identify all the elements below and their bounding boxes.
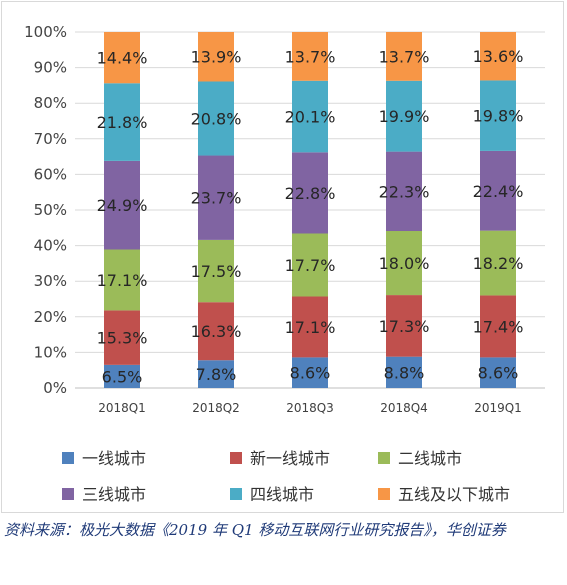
legend-label: 一线城市	[82, 449, 146, 468]
data-label: 7.8%	[196, 365, 237, 384]
chart-frame	[1, 1, 564, 513]
legend-swatch	[230, 452, 242, 464]
y-tick-label: 0%	[43, 379, 67, 397]
data-label: 8.6%	[478, 364, 519, 383]
legend-swatch	[230, 488, 242, 500]
legend-label: 四线城市	[250, 485, 314, 504]
y-tick-label: 80%	[34, 94, 67, 112]
x-tick-label: 2018Q3	[286, 401, 334, 415]
y-tick-label: 50%	[34, 201, 67, 219]
legend-swatch	[378, 452, 390, 464]
data-label: 22.8%	[285, 184, 336, 203]
x-tick-label: 2018Q2	[192, 401, 240, 415]
data-label: 13.7%	[285, 47, 336, 66]
data-label: 23.7%	[191, 189, 242, 208]
data-label: 17.1%	[285, 318, 336, 337]
y-tick-label: 20%	[34, 308, 67, 326]
data-label: 17.3%	[379, 317, 430, 336]
legend-swatch	[62, 488, 74, 500]
bar-segment	[104, 32, 140, 84]
data-label: 14.4%	[97, 49, 148, 68]
data-label: 13.6%	[473, 47, 524, 66]
bar-segment	[480, 80, 516, 151]
bar-segment	[480, 32, 516, 81]
data-label: 16.3%	[191, 322, 242, 341]
bar-segment	[386, 80, 422, 152]
data-label: 17.7%	[285, 256, 336, 275]
data-label: 20.1%	[285, 108, 336, 127]
bar-segment	[292, 32, 328, 81]
bar-segment	[480, 150, 516, 231]
y-tick-label: 60%	[34, 165, 67, 183]
legend-label: 三线城市	[82, 485, 146, 504]
legend-label: 二线城市	[398, 449, 462, 468]
bar-segment	[480, 357, 516, 388]
x-tick-label: 2018Q1	[98, 401, 146, 415]
bar-segment	[104, 160, 140, 250]
bar-segment	[386, 295, 422, 357]
bar-segment	[198, 360, 234, 388]
bar-segment	[386, 32, 422, 81]
bar-segment	[292, 152, 328, 234]
bar-segment	[292, 357, 328, 388]
data-label: 24.9%	[97, 196, 148, 215]
data-label: 20.8%	[191, 110, 242, 129]
data-label: 13.7%	[379, 47, 430, 66]
data-label: 18.0%	[379, 254, 430, 273]
data-label: 15.3%	[97, 329, 148, 348]
source-note: 资料来源：极光大数据《2019 年 Q1 移动互联网行业研究报告》，华创证券	[4, 521, 506, 539]
data-label: 22.3%	[379, 182, 430, 201]
legend-label: 五线及以下城市	[398, 485, 510, 504]
bar-segment	[386, 151, 422, 232]
legend-label: 新一线城市	[250, 449, 330, 468]
data-label: 8.8%	[384, 363, 425, 382]
y-tick-label: 70%	[34, 130, 67, 148]
legend-swatch	[62, 452, 74, 464]
bar-segment	[198, 239, 234, 303]
data-label: 17.5%	[191, 262, 242, 281]
bar-segment	[480, 295, 516, 358]
x-tick-label: 2019Q1	[474, 401, 522, 415]
data-label: 8.6%	[290, 364, 331, 383]
y-tick-label: 10%	[34, 343, 67, 361]
bar-segment	[386, 356, 422, 388]
bar-segment	[480, 230, 516, 296]
data-label: 22.4%	[473, 182, 524, 201]
bar-segment	[292, 296, 328, 358]
data-label: 19.8%	[473, 107, 524, 126]
stacked-bar-chart: 0% 10% 20% 30% 40% 50% 60% 70% 80% 90% 100% 6.5% 15.…	[24, 23, 545, 504]
y-tick-label: 90%	[34, 59, 67, 77]
legend-swatch	[378, 488, 390, 500]
bar-segment	[292, 233, 328, 297]
bar-segment	[198, 81, 234, 156]
data-label: 18.2%	[473, 254, 524, 273]
bar-segment	[198, 155, 234, 240]
y-tick-label: 30%	[34, 272, 67, 290]
data-label: 17.1%	[97, 271, 148, 290]
bar-segment	[198, 32, 234, 82]
bar-segment	[386, 231, 422, 296]
data-label: 17.4%	[473, 317, 524, 336]
data-label: 13.9%	[191, 48, 242, 67]
bar-segment	[104, 249, 140, 311]
bar-segment	[104, 364, 140, 388]
bar-segment	[104, 83, 140, 161]
bar-segment	[292, 80, 328, 153]
y-tick-label: 100%	[24, 23, 67, 41]
data-label: 21.8%	[97, 113, 148, 132]
data-label: 6.5%	[102, 367, 143, 386]
y-tick-label: 40%	[34, 237, 67, 255]
x-tick-label: 2018Q4	[380, 401, 428, 415]
bar-segment	[198, 302, 234, 361]
bar-segment	[104, 310, 140, 365]
data-label: 19.9%	[379, 107, 430, 126]
